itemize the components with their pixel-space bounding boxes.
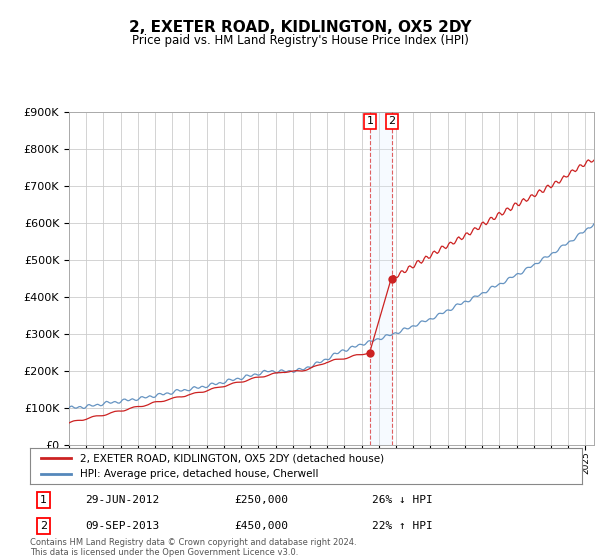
Text: 2, EXETER ROAD, KIDLINGTON, OX5 2DY: 2, EXETER ROAD, KIDLINGTON, OX5 2DY <box>129 20 471 35</box>
Text: Contains HM Land Registry data © Crown copyright and database right 2024.
This d: Contains HM Land Registry data © Crown c… <box>30 538 356 557</box>
Bar <box>370 112 392 445</box>
Text: 29-JUN-2012: 29-JUN-2012 <box>85 495 160 505</box>
Text: HPI: Average price, detached house, Cherwell: HPI: Average price, detached house, Cher… <box>80 469 318 479</box>
Text: 22% ↑ HPI: 22% ↑ HPI <box>372 521 433 531</box>
Text: 2: 2 <box>388 116 395 126</box>
Text: Price paid vs. HM Land Registry's House Price Index (HPI): Price paid vs. HM Land Registry's House … <box>131 34 469 46</box>
Text: 2, EXETER ROAD, KIDLINGTON, OX5 2DY (detached house): 2, EXETER ROAD, KIDLINGTON, OX5 2DY (det… <box>80 453 384 463</box>
Text: 09-SEP-2013: 09-SEP-2013 <box>85 521 160 531</box>
Text: £450,000: £450,000 <box>234 521 288 531</box>
Text: 2: 2 <box>40 521 47 531</box>
Text: 26% ↓ HPI: 26% ↓ HPI <box>372 495 433 505</box>
Text: 1: 1 <box>40 495 47 505</box>
Text: £250,000: £250,000 <box>234 495 288 505</box>
Text: 1: 1 <box>367 116 374 126</box>
